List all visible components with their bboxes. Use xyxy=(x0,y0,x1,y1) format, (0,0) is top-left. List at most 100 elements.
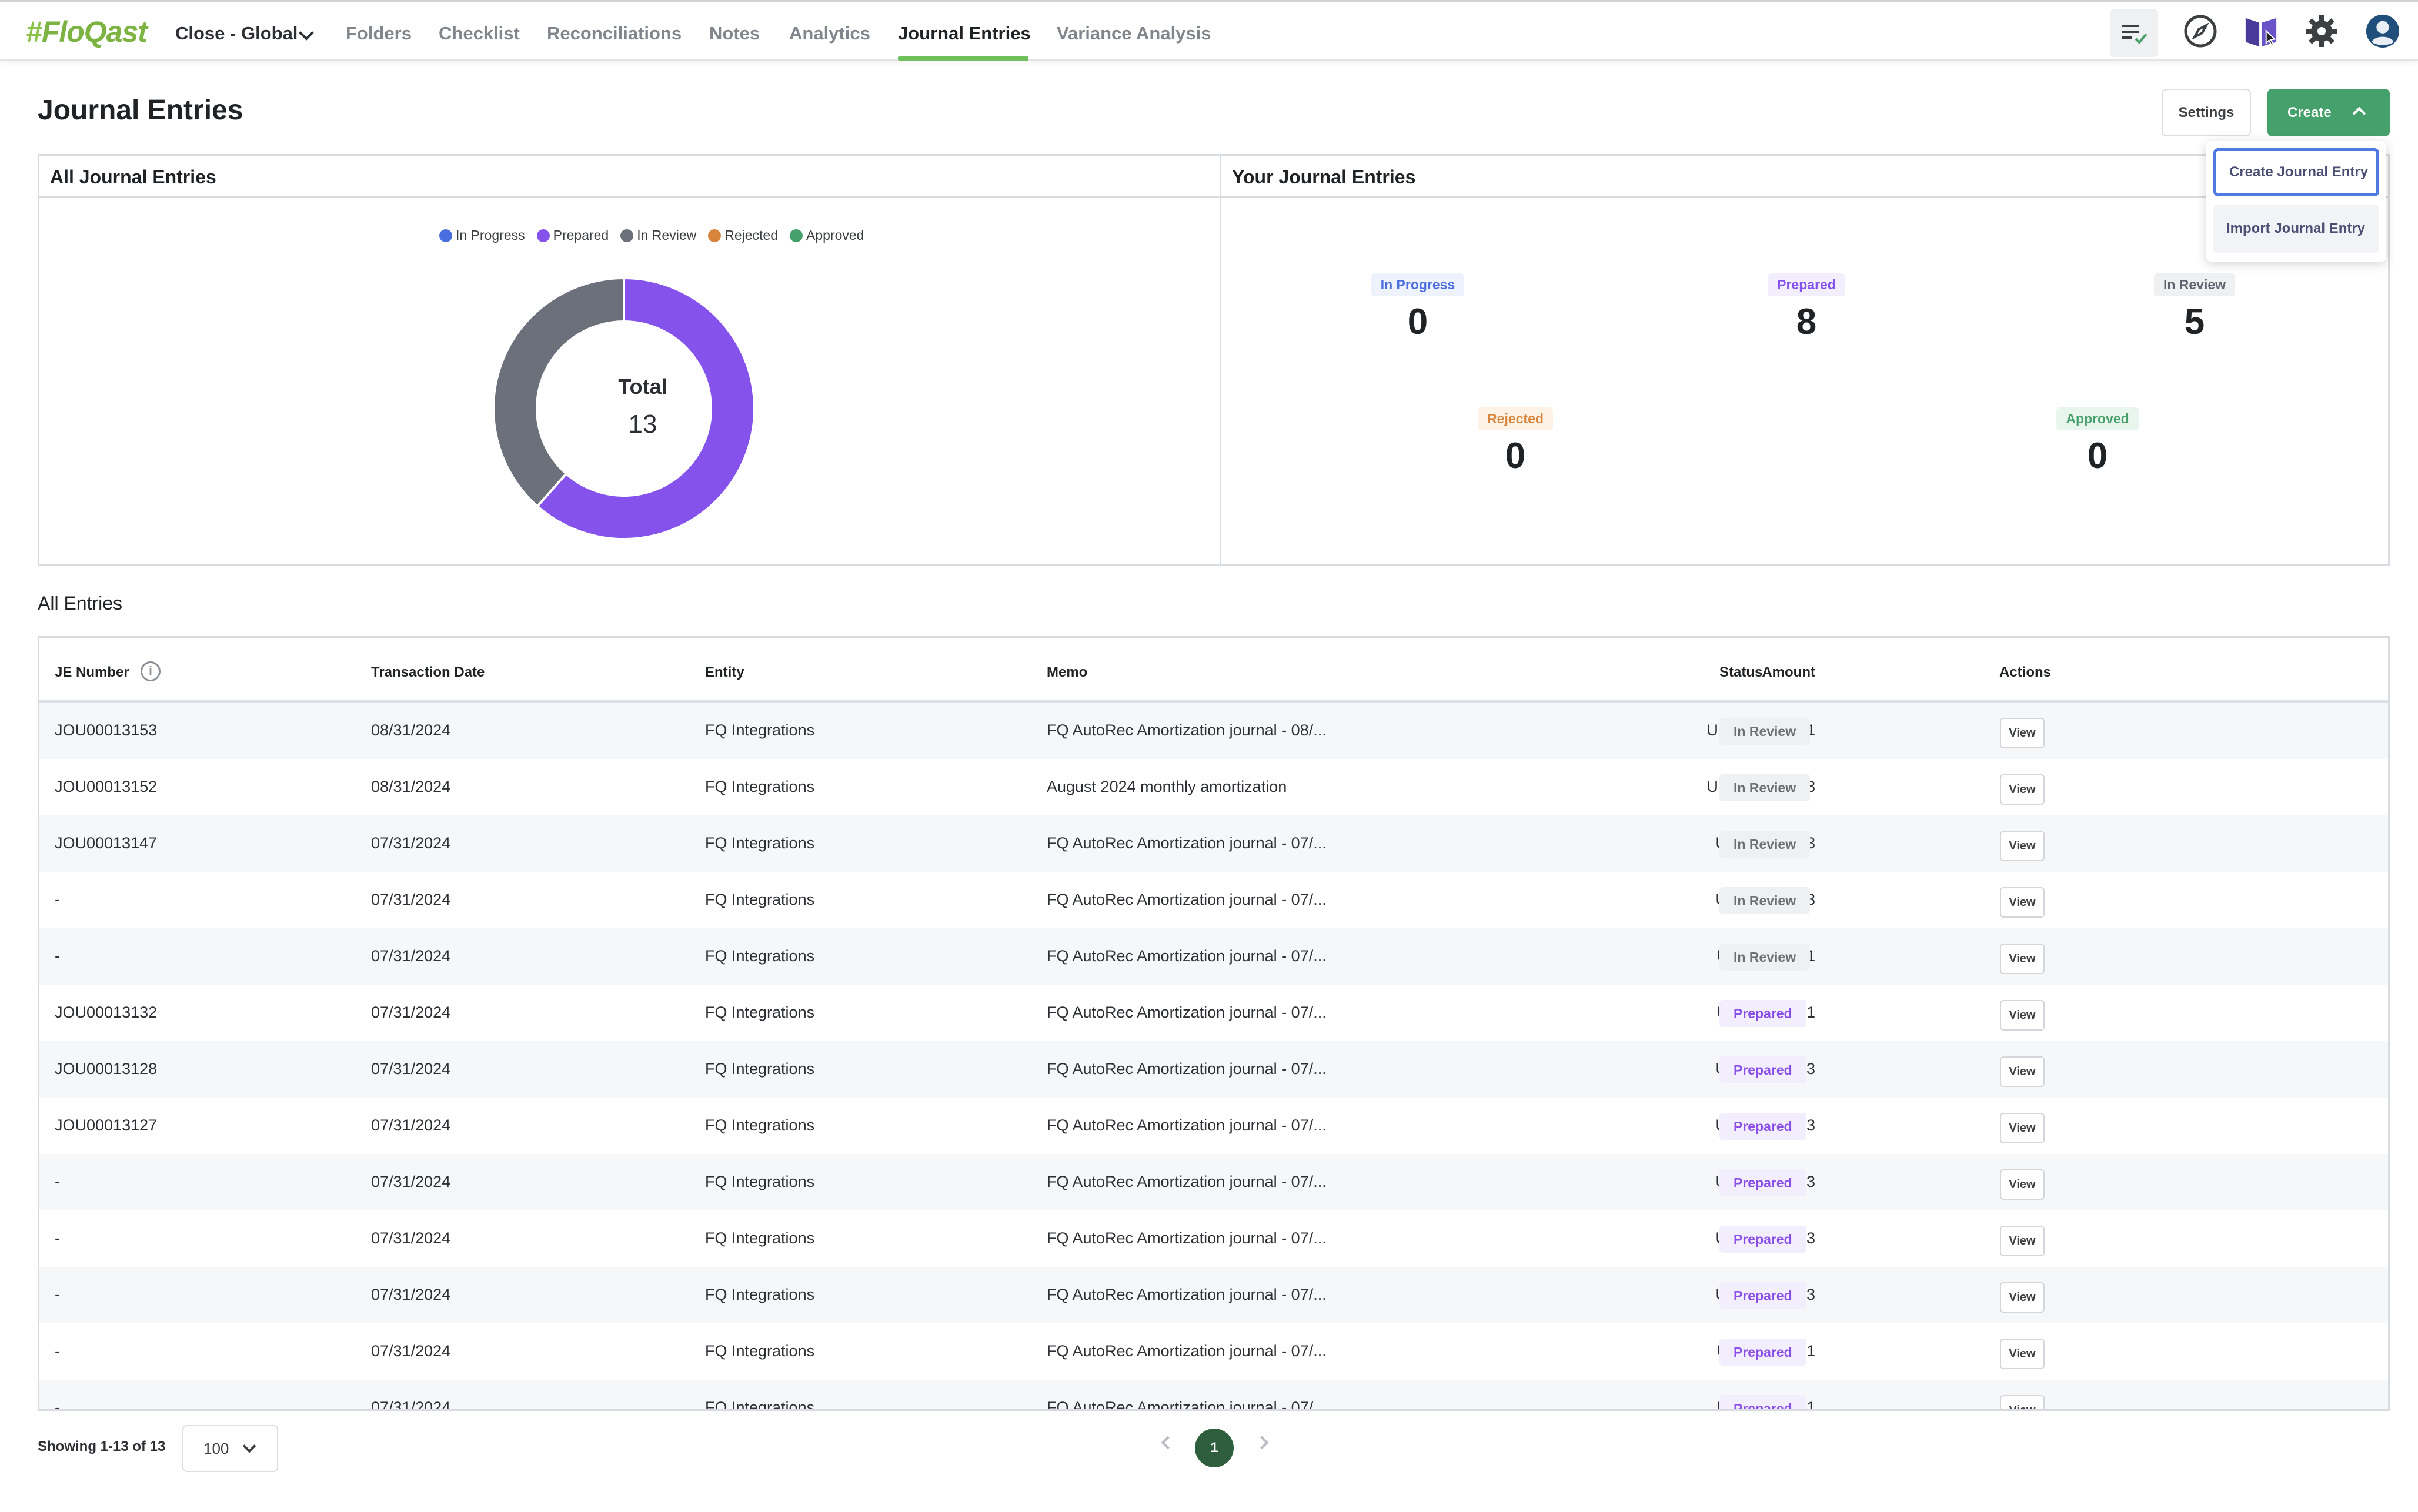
nav-notes[interactable]: Notes xyxy=(709,23,760,44)
transaction-date-cell: 07/31/2024 xyxy=(371,1060,451,1078)
table-row[interactable]: JOU00013128 07/31/2024 FQ Integrations FQ A… xyxy=(39,1041,2388,1098)
status-badge: Prepared xyxy=(1719,1395,1806,1409)
column-header-actions: Actions xyxy=(1999,664,2052,680)
view-button[interactable]: View xyxy=(2000,944,2045,974)
prev-page-icon[interactable] xyxy=(1161,1436,1175,1450)
nav-journal-entries[interactable]: Journal Entries xyxy=(898,23,1031,44)
chevron-down-icon[interactable] xyxy=(299,25,314,41)
your-journal-entries-card: Your Journal Entries In Progress 0 Prepa… xyxy=(1220,154,2390,566)
tasklist-icon[interactable] xyxy=(2110,9,2158,57)
memo-cell: FQ AutoRec Amortization journal - 07/... xyxy=(1047,1173,1327,1190)
view-button[interactable]: View xyxy=(2000,1056,2045,1087)
table-row[interactable]: - 07/31/2024 FQ Integrations FQ AutoRec Amo… xyxy=(39,1154,2388,1210)
table-row[interactable]: - 07/31/2024 FQ Integrations FQ AutoRec Amo… xyxy=(39,928,2388,985)
avatar-icon[interactable] xyxy=(2365,14,2400,49)
entity-cell: FQ Integrations xyxy=(705,1342,815,1360)
close-selector[interactable]: Close - Global xyxy=(175,23,298,44)
donut-chart xyxy=(492,276,756,540)
menu-item-import-journal-entry[interactable]: Import Journal Entry xyxy=(2213,205,2379,253)
legend-dot xyxy=(536,229,550,242)
column-header-je-number[interactable]: JE Number xyxy=(55,664,129,680)
legend-item[interactable]: Rejected xyxy=(708,228,778,243)
settings-button[interactable]: Settings xyxy=(2162,89,2251,136)
table-row[interactable]: JOU00013147 07/31/2024 FQ Integrations FQ A… xyxy=(39,815,2388,872)
gear-icon[interactable] xyxy=(2304,14,2339,49)
table-row[interactable]: - 07/31/2024 FQ Integrations FQ AutoRec Amo… xyxy=(39,1380,2388,1409)
transaction-date-cell: 08/31/2024 xyxy=(371,778,451,795)
next-page-icon[interactable] xyxy=(1255,1436,1269,1450)
status-badge: In Review xyxy=(1719,774,1811,801)
stat-approved[interactable]: Approved 0 xyxy=(2009,407,2186,477)
floqast-logo[interactable]: #FloQast xyxy=(26,15,148,48)
view-button[interactable]: View xyxy=(2000,1339,2045,1369)
legend-item[interactable]: Approved xyxy=(790,228,864,243)
legend-item[interactable]: In Progress xyxy=(439,228,525,243)
status-badge: Prepared xyxy=(1719,1282,1806,1309)
nav-folders[interactable]: Folders xyxy=(346,23,412,44)
entity-cell: FQ Integrations xyxy=(705,778,815,795)
je-number-cell: - xyxy=(55,947,60,965)
table-row[interactable]: - 07/31/2024 FQ Integrations FQ AutoRec Amo… xyxy=(39,1210,2388,1267)
view-button[interactable]: View xyxy=(2000,774,2045,805)
column-header-amount[interactable]: Amount xyxy=(1762,664,1815,680)
table-row[interactable]: - 07/31/2024 FQ Integrations FQ AutoRec Amo… xyxy=(39,1323,2388,1380)
status-badge: Prepared xyxy=(1719,1339,1806,1366)
memo-cell: FQ AutoRec Amortization journal - 07/... xyxy=(1047,1116,1327,1134)
chevron-down-icon xyxy=(242,1439,256,1453)
stat-prepared[interactable]: Prepared 8 xyxy=(1718,273,1895,343)
column-header-entity[interactable]: Entity xyxy=(705,664,744,680)
column-header-transaction-date[interactable]: Transaction Date xyxy=(371,664,485,680)
table-row[interactable]: - 07/31/2024 FQ Integrations FQ AutoRec Amo… xyxy=(39,1267,2388,1323)
compass-icon[interactable] xyxy=(2183,14,2218,49)
nav-reconciliations[interactable]: Reconciliations xyxy=(547,23,682,44)
book-icon[interactable] xyxy=(2243,14,2279,49)
page-button-current[interactable]: 1 xyxy=(1195,1429,1234,1467)
legend-dot xyxy=(708,229,722,242)
view-button[interactable]: View xyxy=(2000,1226,2045,1256)
create-button[interactable]: Create xyxy=(2267,89,2390,136)
journal-entries-table: JE Number i Transaction Date Entity Memo… xyxy=(38,636,2390,1411)
nav-variance-analysis[interactable]: Variance Analysis xyxy=(1057,23,1211,44)
view-button[interactable]: View xyxy=(2000,1113,2045,1143)
view-button[interactable]: View xyxy=(2000,1169,2045,1200)
transaction-date-cell: 08/31/2024 xyxy=(371,721,451,739)
nav-checklist[interactable]: Checklist xyxy=(439,23,520,44)
memo-cell: August 2024 monthly amortization xyxy=(1047,778,1287,795)
donut-slice-in-review[interactable] xyxy=(492,276,625,508)
legend-dot xyxy=(790,229,803,242)
menu-item-create-journal-entry[interactable]: Create Journal Entry xyxy=(2213,148,2379,196)
page-size-select[interactable]: 100 xyxy=(182,1425,278,1472)
view-button[interactable]: View xyxy=(2000,887,2045,918)
active-tab-indicator xyxy=(898,56,1028,61)
table-header: JE Number i Transaction Date Entity Memo… xyxy=(39,638,2388,703)
status-badge: Prepared xyxy=(1719,1000,1806,1027)
transaction-date-cell: 07/31/2024 xyxy=(371,1116,451,1134)
legend-item[interactable]: Prepared xyxy=(536,228,609,243)
table-row[interactable]: JOU00013132 07/31/2024 FQ Integrations FQ A… xyxy=(39,985,2388,1041)
legend-label: Prepared xyxy=(553,228,609,243)
column-header-status[interactable]: Status xyxy=(1719,664,1763,680)
view-button[interactable]: View xyxy=(2000,1282,2045,1313)
view-button[interactable]: View xyxy=(2000,1395,2045,1409)
table-row[interactable]: JOU00013152 08/31/2024 FQ Integrations Augu… xyxy=(39,759,2388,815)
stat-in-progress[interactable]: In Progress 0 xyxy=(1330,273,1506,343)
info-icon[interactable]: i xyxy=(141,661,161,681)
card-title: All Journal Entries xyxy=(39,156,1243,198)
view-button[interactable]: View xyxy=(2000,831,2045,861)
column-header-memo[interactable]: Memo xyxy=(1047,664,1088,680)
nav-analytics[interactable]: Analytics xyxy=(789,23,870,44)
view-button[interactable]: View xyxy=(2000,718,2045,748)
status-badge: In Review xyxy=(1719,831,1811,858)
stat-rejected[interactable]: Rejected 0 xyxy=(1427,407,1604,477)
table-row[interactable]: JOU00013153 08/31/2024 FQ Integrations FQ A… xyxy=(39,703,2388,759)
stat-badge: In Progress xyxy=(1371,273,1465,296)
donut-slice-prepared[interactable] xyxy=(535,276,756,540)
view-button[interactable]: View xyxy=(2000,1000,2045,1031)
transaction-date-cell: 07/31/2024 xyxy=(371,947,451,965)
legend-item[interactable]: In Review xyxy=(620,228,696,243)
table-row[interactable]: JOU00013127 07/31/2024 FQ Integrations FQ A… xyxy=(39,1098,2388,1154)
stat-badge: Prepared xyxy=(1768,273,1845,296)
entity-cell: FQ Integrations xyxy=(705,1003,815,1021)
stat-in-review[interactable]: In Review 5 xyxy=(2106,273,2283,343)
table-row[interactable]: - 07/31/2024 FQ Integrations FQ AutoRec Amo… xyxy=(39,872,2388,928)
